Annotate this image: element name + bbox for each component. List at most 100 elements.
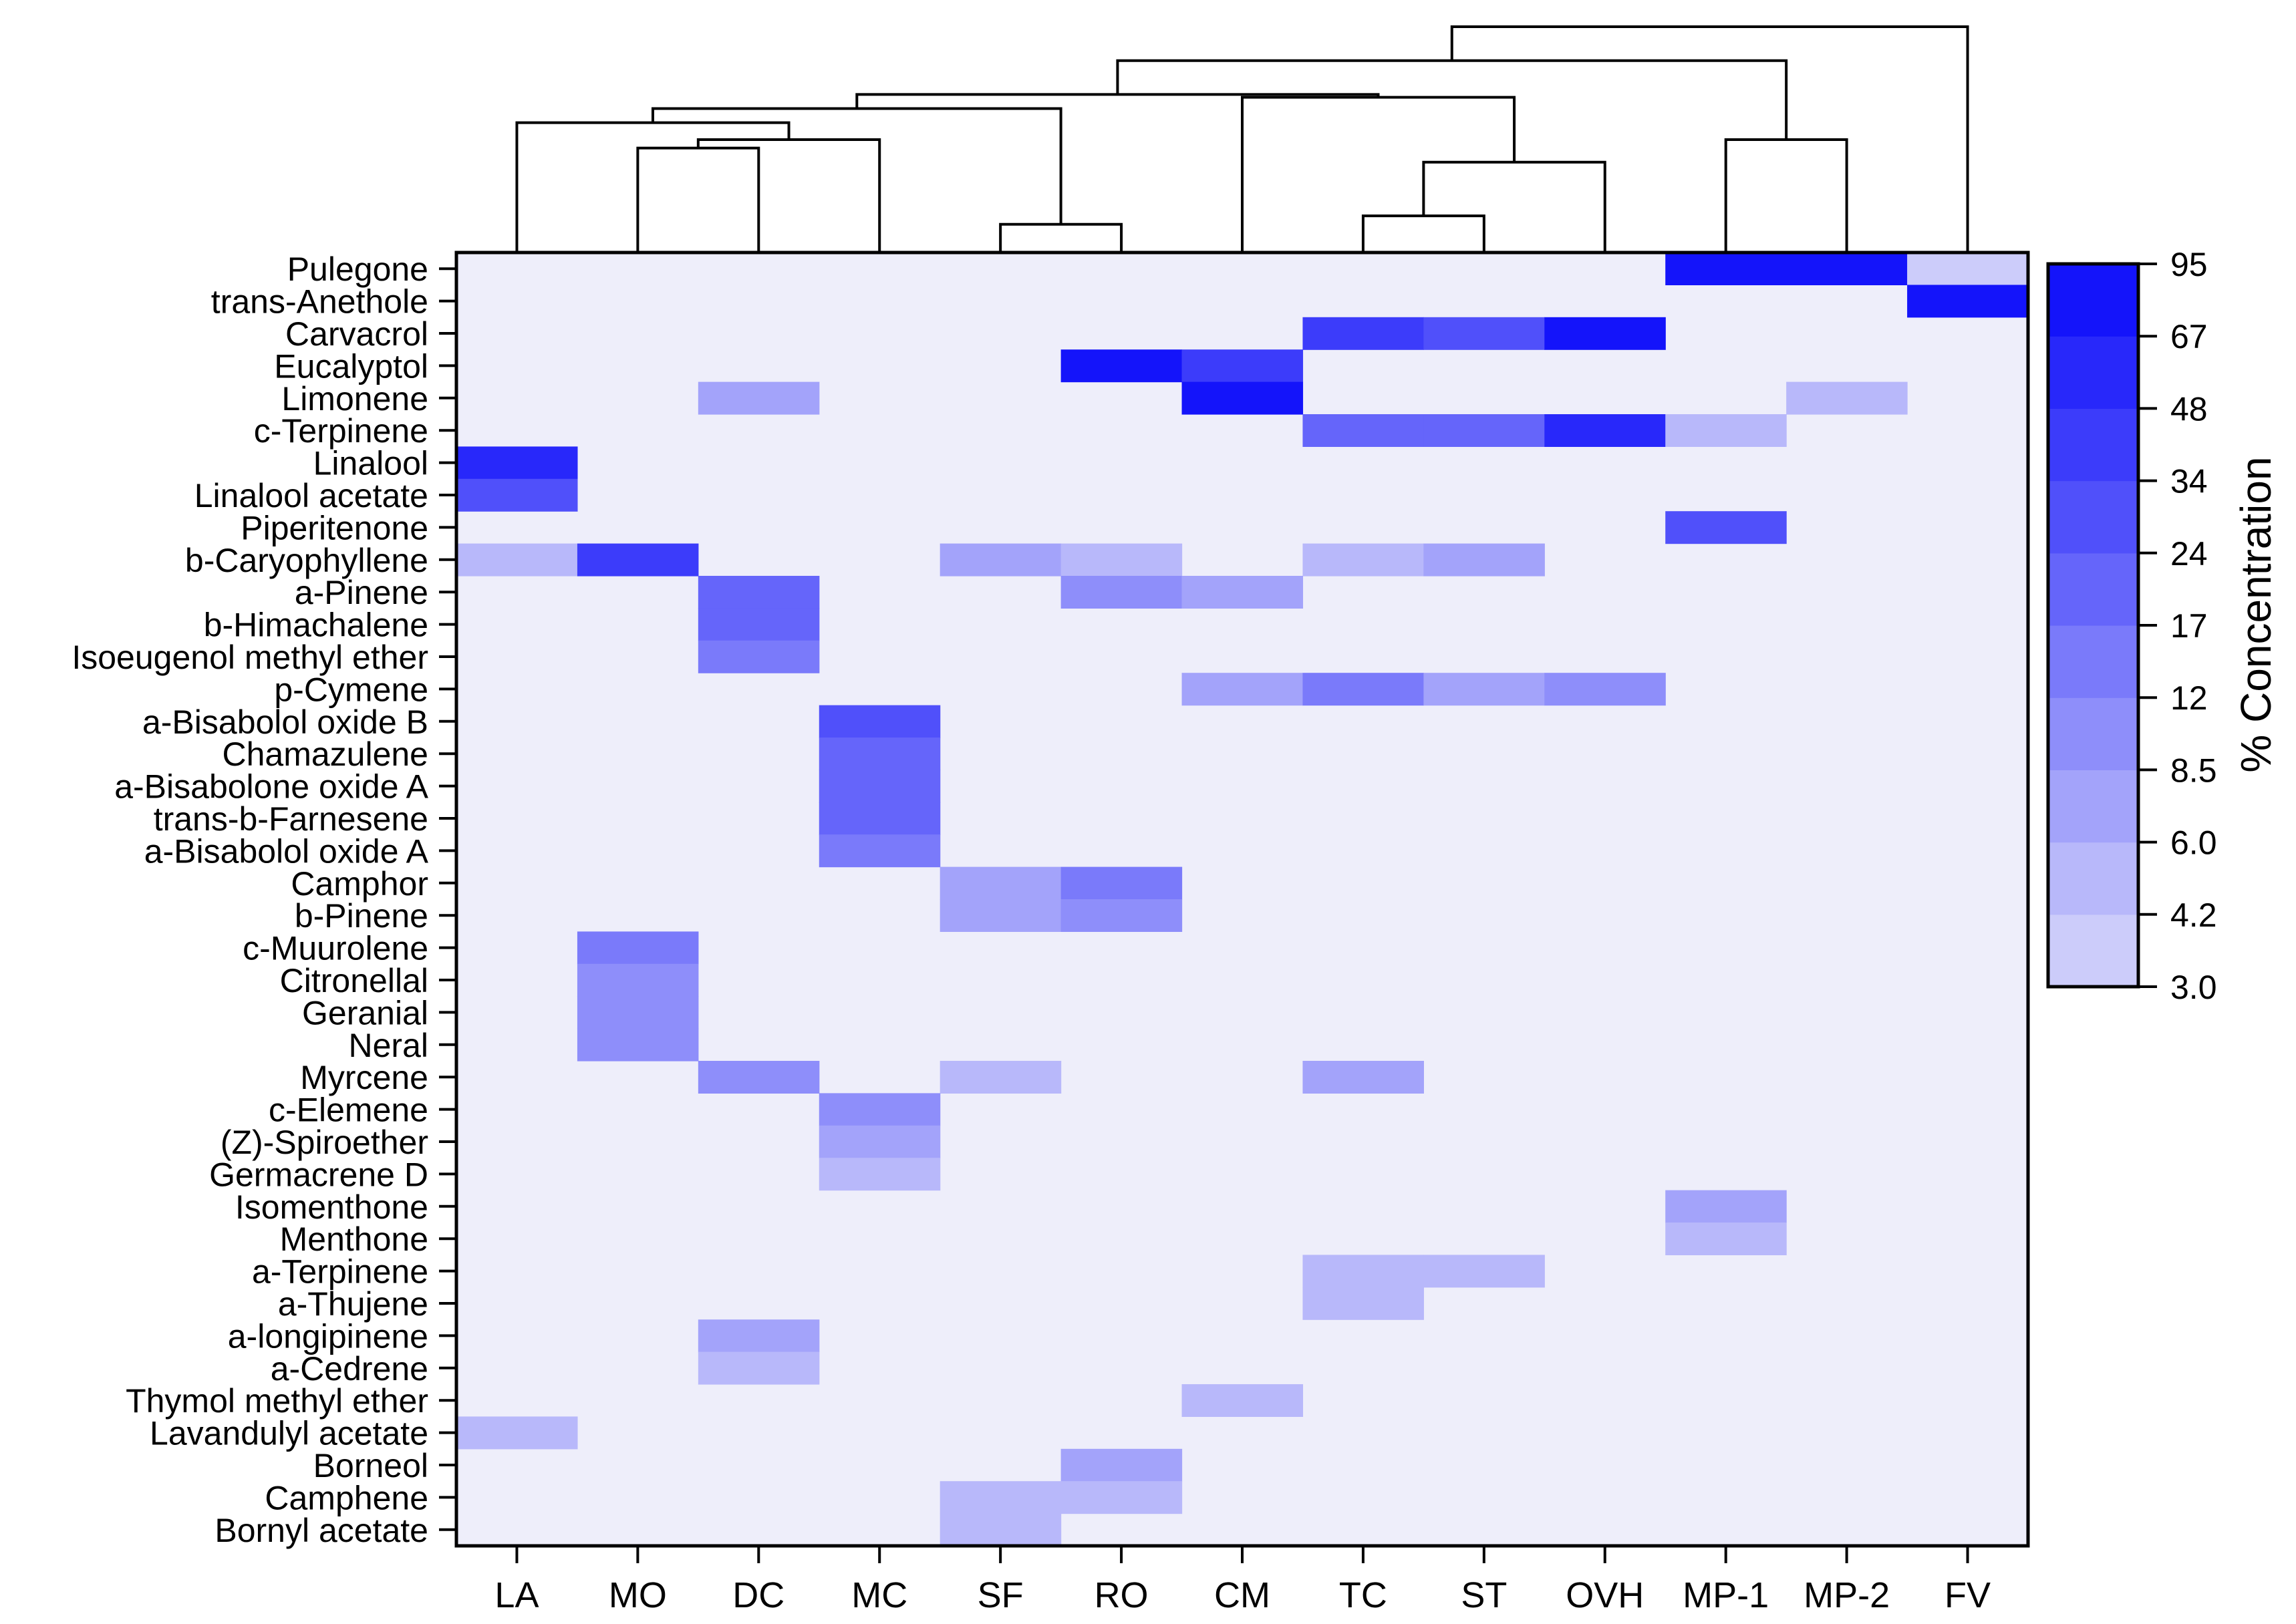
colorbar-swatch [2048,842,2138,915]
heatmap-cell [456,446,578,480]
y-tick-label: Carvacrol [285,315,428,353]
x-tick-label: MO [609,1575,667,1615]
heatmap-cell [940,1513,1062,1547]
heatmap-cell [1544,414,1666,447]
heatmap-cell [819,802,941,835]
heatmap-cell [1181,1384,1304,1417]
heatmap-cell [577,1028,699,1062]
y-tick-label: Camphene [265,1479,428,1516]
colorbar-swatch [2048,552,2138,626]
heatmap-cell [698,608,820,641]
x-tick-label: ST [1461,1575,1507,1615]
colorbar-swatch [2048,336,2138,409]
heatmap-cell [456,478,578,512]
heatmap-cell [1423,543,1545,577]
colorbar-tick-label: 3.0 [2170,969,2217,1006]
heatmap-cell [1060,543,1183,577]
y-tick-label: c-Elemene [269,1092,428,1129]
colorbar-tick-label: 24 [2170,535,2208,573]
colorbar-tick-label: 17 [2170,607,2208,645]
heatmap-cell [819,705,941,738]
heatmap-cell [1665,253,1787,285]
colorbar-swatch [2048,697,2138,770]
heatmap-cells [456,253,2029,1547]
y-tick-label: a-Bisabolol oxide B [142,703,428,741]
colorbar-swatch [2048,408,2138,482]
colorbar-swatch [2048,625,2138,698]
heatmap-cell [940,543,1062,577]
heatmap-cell [819,834,941,868]
heatmap-cell [456,1416,578,1450]
x-tick-label: FV [1945,1575,1991,1615]
dendrogram-link [636,146,760,253]
x-tick-label: DC [732,1575,784,1615]
x-tick-label: MC [851,1575,907,1615]
y-tick-label: Linalool acetate [194,477,428,514]
heatmap-cell [577,963,699,997]
heatmap-cell [1544,673,1666,706]
x-tick-label: SF [978,1575,1024,1615]
colorbar-swatch [2048,480,2138,554]
y-tick-label: Chamazulene [222,736,428,773]
x-axis-labels: LA MO DC MC SF RO CM TC ST OVH MP-1 MP-2 FV [494,1546,1991,1615]
heatmap-cell [577,931,699,965]
y-tick-label: Linalool [313,445,428,482]
y-tick-label: Limonene [281,380,428,418]
heatmap-cell [1665,414,1787,447]
heatmap-cell [1423,673,1545,706]
colorbar-swatch [2048,770,2138,843]
heatmap-cell [1302,1255,1424,1288]
x-tick-label: OVH [1566,1575,1644,1615]
heatmap-cell [1907,285,2029,318]
y-tick-label: Pulegone [287,251,428,288]
heatmap-cell [1665,1223,1787,1255]
y-tick-label: a-Bisabolol oxide A [144,832,429,870]
y-tick-label: Citronellal [280,962,428,999]
dendrogram-link [1450,25,1969,253]
y-tick-label: a-longipinene [228,1317,428,1355]
x-tick-label: CM [1214,1575,1270,1615]
heatmap-cell [819,1093,941,1126]
heatmap-cell [1060,899,1183,932]
x-tick-label: MP-2 [1804,1575,1890,1615]
heatmap-cell [456,543,578,577]
dendrogram-link [1724,138,1848,253]
dendrogram-link [652,107,1062,224]
heatmap-cell [577,996,699,1029]
y-tick-label: Eucalyptol [274,347,428,385]
heatmap-cell [940,1061,1062,1094]
heatmap-cell [1302,317,1424,350]
dendrogram-link [696,138,881,253]
x-tick-label: RO [1095,1575,1149,1615]
heatmap-cell [698,1319,820,1353]
heatmap-cell [940,1481,1062,1514]
heatmap-cell [698,381,820,415]
y-tick-label: a-Terpinene [252,1253,428,1291]
y-tick-label: Isoeugenol methyl ether [71,639,428,676]
heatmap-cell [1907,253,2029,285]
colorbar-tick-label: 6.0 [2170,824,2217,862]
heatmap-cell [940,899,1062,932]
x-tick-label: MP-1 [1683,1575,1769,1615]
heatmap-cell [1423,1255,1545,1288]
colorbar: 95 67 48 34 24 17 12 8.5 6.0 4.2 3.0 [2046,246,2217,1006]
colorbar-tick-label: 67 [2170,318,2208,355]
heatmap-cell [1302,543,1424,577]
heatmap-cell [1181,349,1304,383]
y-tick-label: Borneol [313,1447,428,1484]
y-tick-label: b-Caryophyllene [185,542,428,579]
y-tick-label: Geranial [302,994,428,1031]
dendrogram-link [999,222,1123,253]
heatmap-cell [1302,673,1424,706]
colorbar-tick-label: 95 [2170,246,2208,283]
y-tick-label: Menthone [280,1221,428,1258]
heatmap-cell [1060,349,1183,383]
y-tick-label: Camphor [291,865,428,903]
heatmap-cell [819,738,941,770]
y-tick-label: c-Terpinene [254,412,428,450]
heatmap-cell [1544,317,1666,350]
y-axis-labels: Pulegonetrans-AnetholeCarvacrolEucalypto… [71,251,456,1549]
colorbar-tick-label: 8.5 [2170,752,2217,789]
heatmap-cell [1665,511,1787,544]
